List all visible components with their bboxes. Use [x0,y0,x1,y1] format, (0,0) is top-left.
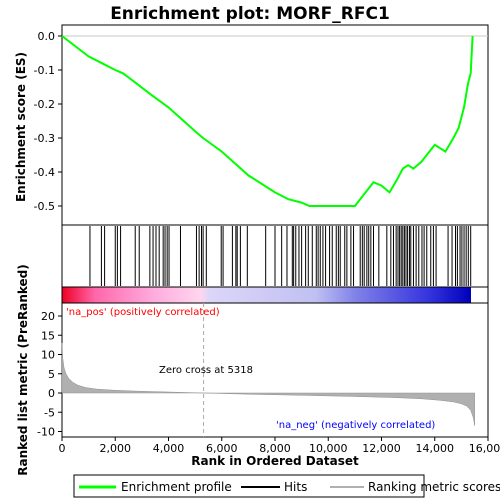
es-y-tick-label: -0.4 [34,166,55,179]
es-y-axis-label: Enrichment score (ES) [14,52,28,202]
es-y-ticks: 0.0 -0.1 -0.2 -0.3 -0.4 -0.5 [34,30,62,213]
x-tick-label: 16,000 [469,442,500,455]
es-y-tick-label: -0.5 [34,200,55,213]
metric-y-tick-label: -10 [37,426,55,439]
ranking-metric-area [61,342,475,426]
metric-y-ticks: 20 15 10 5 0 -5 -10 [37,310,62,439]
metric-y-tick-label: 10 [41,349,55,362]
negative-correlation-label: 'na_neg' (negatively correlated) [276,420,435,431]
x-axis-label: Rank in Ordered Dataset [191,454,359,468]
metric-y-tick-label: 15 [41,329,55,342]
es-y-tick-label: 0.0 [38,30,56,43]
hits-markers [89,226,472,286]
legend-enrichment-profile: Enrichment profile [121,480,232,494]
x-tick-label: 14,000 [416,442,455,455]
positive-correlation-label: 'na_pos' (positively correlated) [66,307,220,318]
metric-y-tick-label: -5 [44,406,55,419]
enrichment-profile-line [61,35,474,207]
legend-hits: Hits [284,480,307,494]
x-tick-label: 6,000 [206,442,238,455]
rank-color-bar [62,287,471,303]
x-tick-label: 10,000 [309,442,348,455]
x-tick-label: 12,000 [362,442,401,455]
chart-title: Enrichment plot: MORF_RFC1 [110,4,390,24]
x-tick-label: 0 [59,442,66,455]
es-y-tick-label: -0.1 [34,64,55,77]
x-tick-label: 8,000 [259,442,291,455]
x-axis-ticks: 0 2,000 4,000 6,000 8,000 10,000 12,000 14,000 1… [59,437,500,455]
metric-y-axis-label: Ranked list metric (PreRanked) [16,264,30,476]
x-tick-label: 2,000 [100,442,132,455]
metric-y-tick-label: 0 [48,387,55,400]
es-y-tick-label: -0.3 [34,132,55,145]
legend-ranking-metric: Ranking metric scores [368,480,500,494]
metric-y-tick-label: 20 [41,310,55,323]
es-y-tick-label: -0.2 [34,98,55,111]
metric-y-tick-label: 5 [48,368,55,381]
x-tick-label: 4,000 [153,442,185,455]
metric-panel-frame [61,302,489,438]
es-panel-frame [61,24,489,226]
zero-cross-label: Zero cross at 5318 [159,365,253,376]
